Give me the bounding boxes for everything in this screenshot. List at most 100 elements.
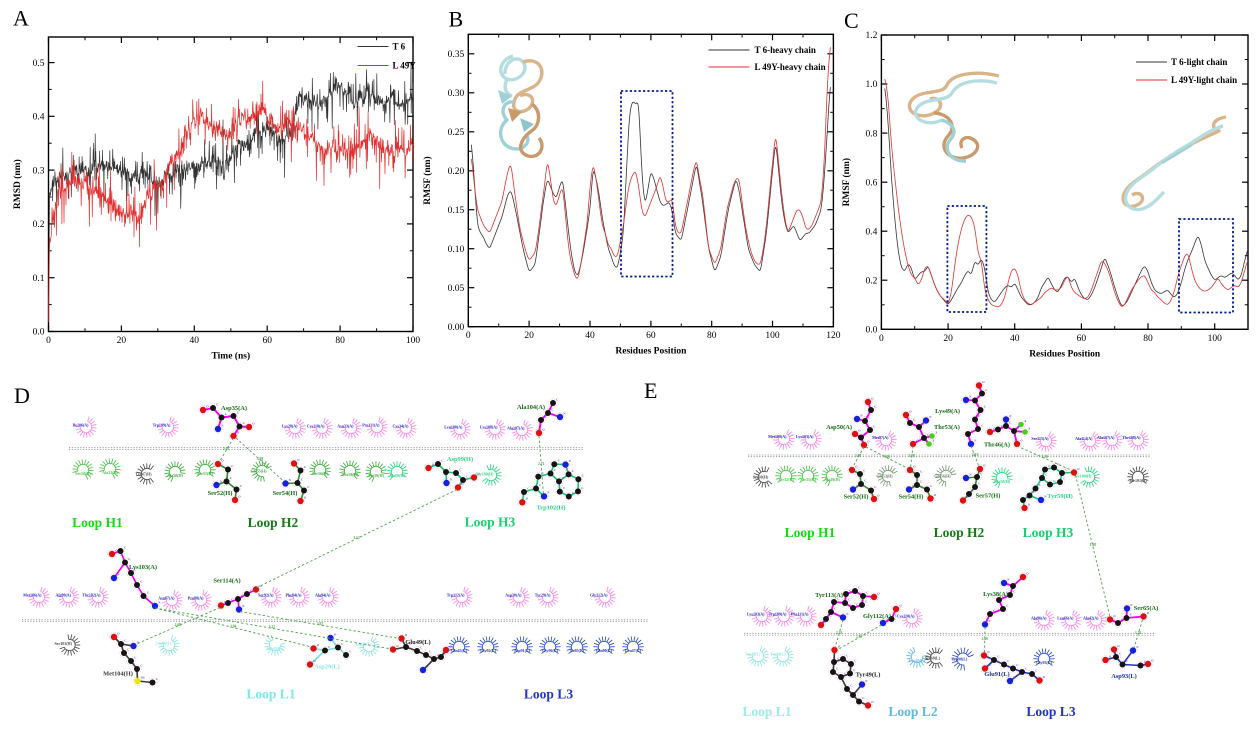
svg-text:O: O xyxy=(526,498,529,501)
svg-text:Lys103(A): Lys103(A) xyxy=(796,434,814,439)
svg-text:0: 0 xyxy=(46,336,51,346)
svg-text:O: O xyxy=(966,496,969,499)
svg-text:C: C xyxy=(862,697,864,700)
svg-text:C: C xyxy=(848,598,850,601)
svg-text:C: C xyxy=(844,8,859,33)
svg-text:N: N xyxy=(1007,578,1009,581)
svg-text:X: X xyxy=(1028,427,1030,430)
svg-text:0.0: 0.0 xyxy=(33,328,45,338)
svg-text:60: 60 xyxy=(262,336,272,346)
svg-text:O: O xyxy=(1028,503,1031,506)
svg-text:Trp90(L): Trp90(L) xyxy=(952,657,968,662)
svg-text:X: X xyxy=(935,431,937,434)
svg-text:C: C xyxy=(556,398,558,401)
svg-text:O: O xyxy=(1026,572,1029,575)
svg-text:N: N xyxy=(158,601,160,604)
svg-text:C: C xyxy=(913,418,915,421)
svg-text:O: O xyxy=(1077,468,1080,471)
svg-text:O: O xyxy=(297,459,300,462)
svg-text:C: C xyxy=(429,650,431,653)
svg-text:Loop H1: Loop H1 xyxy=(72,515,123,530)
svg-text:C: C xyxy=(1009,421,1011,424)
svg-text:O: O xyxy=(871,397,874,400)
svg-text:Ser28(L): Ser28(L) xyxy=(745,651,761,656)
svg-text:Lys103(A): Lys103(A) xyxy=(747,611,765,616)
svg-text:Tyr59(H): Tyr59(H) xyxy=(368,473,385,478)
svg-text:O: O xyxy=(1020,439,1023,442)
svg-text:N: N xyxy=(1136,646,1138,649)
svg-text:O: O xyxy=(1113,615,1116,618)
svg-text:0.25: 0.25 xyxy=(448,128,465,138)
svg-text:C: C xyxy=(147,591,149,594)
svg-text:2.93: 2.93 xyxy=(972,453,978,457)
svg-text:Thr58(H): Thr58(H) xyxy=(994,479,1011,484)
svg-text:C: C xyxy=(1026,495,1028,498)
svg-text:Ala42(A): Ala42(A) xyxy=(1083,615,1099,620)
svg-text:1.0: 1.0 xyxy=(866,80,878,90)
svg-text:Glu49(L): Glu49(L) xyxy=(405,639,430,646)
svg-text:N: N xyxy=(988,620,990,623)
svg-text:C: C xyxy=(978,396,980,399)
svg-text:C: C xyxy=(444,652,446,655)
svg-text:O: O xyxy=(221,459,224,462)
svg-text:Lys108(A): Lys108(A) xyxy=(480,424,498,429)
svg-text:O: O xyxy=(237,431,240,434)
svg-text:C: C xyxy=(864,479,866,482)
svg-text:2.85: 2.85 xyxy=(223,447,229,451)
svg-text:O: O xyxy=(206,405,209,408)
svg-text:Trp112(A): Trp112(A) xyxy=(447,592,465,597)
svg-text:X: X xyxy=(1024,420,1026,423)
svg-text:Loop H3: Loop H3 xyxy=(465,515,516,530)
svg-text:C: C xyxy=(124,639,126,642)
svg-text:Asp29(L): Asp29(L) xyxy=(314,664,340,671)
svg-text:O: O xyxy=(238,495,241,498)
svg-text:0: 0 xyxy=(879,334,884,344)
svg-text:Asp91(L): Asp91(L) xyxy=(514,648,531,653)
svg-text:Loop H2: Loop H2 xyxy=(248,515,299,530)
svg-text:Thr108(A): Thr108(A) xyxy=(1122,435,1141,440)
svg-text:Ala94(A): Ala94(A) xyxy=(315,592,331,597)
svg-text:Ala99(A): Ala99(A) xyxy=(55,592,71,597)
svg-text:X: X xyxy=(932,439,934,442)
svg-text:O: O xyxy=(909,410,912,413)
svg-text:N: N xyxy=(969,395,971,398)
svg-text:O: O xyxy=(477,473,480,476)
svg-text:Loop L3: Loop L3 xyxy=(1026,704,1075,719)
svg-text:Trp47(H): Trp47(H) xyxy=(135,472,152,477)
svg-text:C: C xyxy=(216,403,218,406)
svg-text:C: C xyxy=(243,422,245,425)
svg-text:N: N xyxy=(856,485,858,488)
svg-text:Ser52(H): Ser52(H) xyxy=(844,494,869,501)
svg-text:Ala104(A): Ala104(A) xyxy=(517,404,545,411)
svg-text:C: C xyxy=(850,684,852,687)
svg-text:C: C xyxy=(572,470,574,473)
svg-text:C: C xyxy=(971,429,973,432)
svg-text:O: O xyxy=(224,601,227,604)
svg-text:C: C xyxy=(301,478,303,481)
svg-text:Asp30(A): Asp30(A) xyxy=(505,592,522,597)
svg-text:N: N xyxy=(974,439,976,442)
svg-text:0.2: 0.2 xyxy=(866,276,878,286)
svg-text:O: O xyxy=(1147,612,1150,615)
svg-text:N: N xyxy=(117,573,119,576)
svg-text:Ser100(H): Ser100(H) xyxy=(1074,474,1092,479)
svg-text:Loop L1: Loop L1 xyxy=(742,704,791,719)
svg-text:20: 20 xyxy=(524,331,534,341)
svg-text:Ser115(A): Ser115(A) xyxy=(1031,436,1049,441)
svg-text:C: C xyxy=(978,482,980,485)
svg-text:C: C xyxy=(997,655,999,658)
svg-text:Ala114(A): Ala114(A) xyxy=(1075,436,1093,441)
svg-text:C: C xyxy=(1126,660,1128,663)
svg-text:C: C xyxy=(539,484,541,487)
svg-text:C: C xyxy=(1016,664,1018,667)
svg-text:40: 40 xyxy=(1010,334,1020,344)
svg-text:Ala33(H): Ala33(H) xyxy=(102,470,118,475)
svg-text:O: O xyxy=(117,632,120,635)
svg-text:Ser35(H): Ser35(H) xyxy=(800,477,816,482)
svg-text:E: E xyxy=(644,378,657,403)
svg-text:D: D xyxy=(14,383,30,408)
svg-text:C: C xyxy=(581,487,583,490)
svg-text:20: 20 xyxy=(117,336,127,346)
svg-text:C: C xyxy=(972,489,974,492)
svg-text:Ser50(H): Ser50(H) xyxy=(75,471,91,476)
